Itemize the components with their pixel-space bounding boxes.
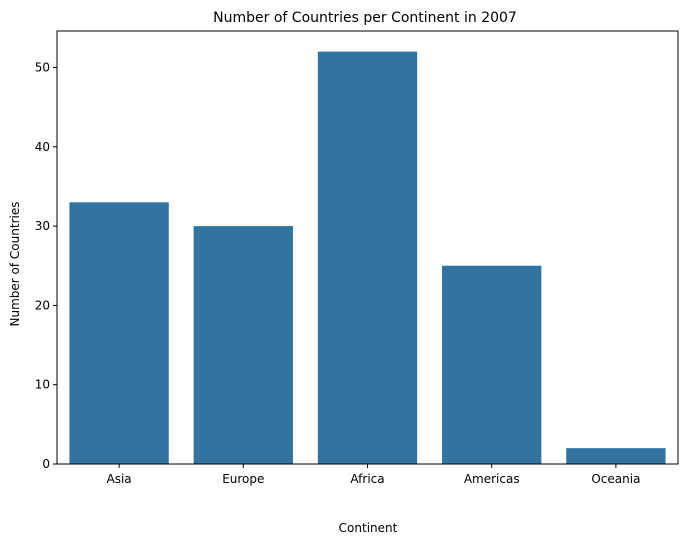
bar-americas xyxy=(442,265,542,464)
y-tick-label: 40 xyxy=(35,140,50,154)
bar-europe xyxy=(193,226,293,464)
x-axis-label: Continent xyxy=(339,521,398,535)
axes-frame xyxy=(56,30,679,465)
x-tick-label-americas: Americas xyxy=(464,472,520,486)
bar-africa xyxy=(317,51,418,465)
x-axis-ticks: Asia Europe Africa Americas Oceania xyxy=(107,464,640,486)
x-tick-label-asia: Asia xyxy=(107,472,132,486)
bars-layer xyxy=(69,51,666,465)
bar-oceania xyxy=(566,448,666,464)
y-tick-label: 20 xyxy=(35,298,50,312)
y-tick-label: 0 xyxy=(42,457,50,471)
y-tick-label: 10 xyxy=(35,378,50,392)
x-tick-label-africa: Africa xyxy=(350,472,384,486)
plot-area-border xyxy=(56,30,679,465)
x-tick-label-europe: Europe xyxy=(222,472,264,486)
y-axis-ticks: 0 10 20 30 40 50 xyxy=(35,60,57,471)
chart-title: Number of Countries per Continent in 200… xyxy=(213,10,517,26)
y-tick-label: 30 xyxy=(35,219,50,233)
bar-asia xyxy=(69,202,169,465)
x-tick-label-oceania: Oceania xyxy=(591,472,640,486)
y-tick-label: 50 xyxy=(35,60,50,74)
y-axis-label: Number of Countries xyxy=(8,202,22,327)
